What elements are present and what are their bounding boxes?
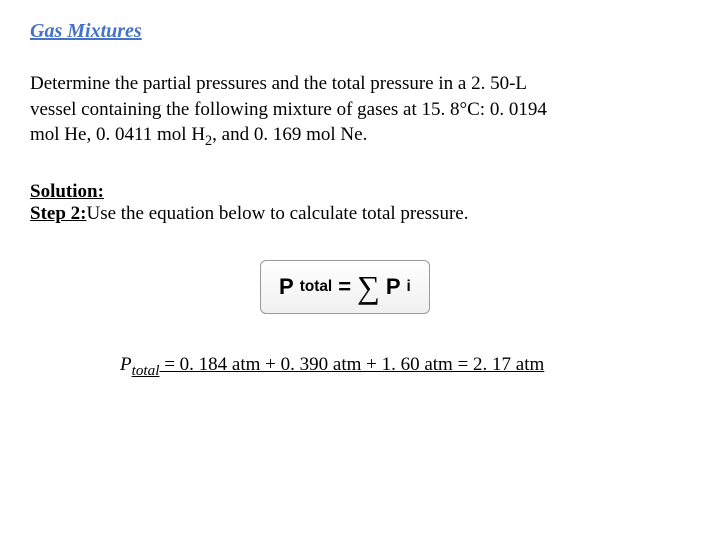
problem-line-2a: vessel containing the following mixture …	[30, 99, 547, 120]
eq-equals: =	[338, 274, 351, 300]
result-rest: = 0. 184 atm + 0. 390 atm + 1. 60 atm = …	[159, 354, 544, 375]
section-title: Gas Mixtures	[30, 20, 690, 43]
problem-line-2b: mol He, 0. 0411 mol H	[30, 124, 205, 145]
eq-lhs-P: P	[279, 274, 294, 300]
eq-rhs-P: P	[386, 274, 401, 300]
solution-block: Solution: Step 2:Use the equation below …	[30, 181, 690, 225]
problem-line-1: Determine the partial pressures and the …	[30, 73, 527, 94]
eq-lhs-sub: total	[300, 278, 333, 296]
result-sub: total	[132, 362, 160, 379]
result-P: P	[120, 354, 132, 375]
result-line: Ptotal = 0. 184 atm + 0. 390 atm + 1. 60…	[120, 354, 690, 380]
solution-label: Solution:	[30, 181, 104, 202]
problem-line-2c: , and 0. 169 mol Ne.	[212, 124, 367, 145]
sigma-icon: ∑	[357, 271, 380, 303]
step-label: Step 2:	[30, 203, 86, 224]
equation-box: Ptotal = ∑ Pi	[260, 260, 430, 314]
problem-statement: Determine the partial pressures and the …	[30, 71, 690, 151]
step-text: Use the equation below to calculate tota…	[86, 203, 468, 224]
eq-rhs-sub: i	[407, 278, 411, 296]
